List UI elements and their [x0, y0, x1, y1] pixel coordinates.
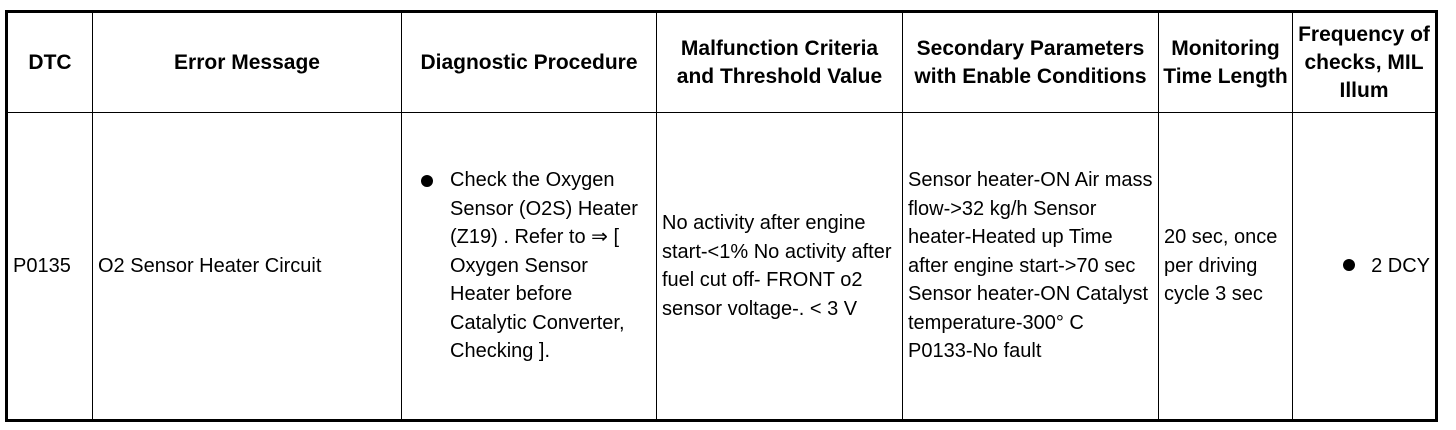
header-error-message: Error Message [92, 11, 402, 113]
header-frequency: Frequency of checks, MIL Illum [1292, 11, 1437, 113]
table-row: P0135 O2 Sensor Heater Circuit Check the… [6, 112, 1437, 421]
header-dtc: DTC [6, 11, 93, 113]
cell-secondary-parameters: Sensor heater-ON Air mass flow->32 kg/h … [902, 112, 1159, 421]
cell-malfunction-criteria: No activity after engine start-<1% No ac… [656, 112, 903, 421]
procedure-list: Check the Oxygen Sensor (O2S) Heater (Z1… [407, 166, 651, 366]
header-diagnostic-procedure: Diagnostic Procedure [401, 11, 657, 113]
cell-dtc: P0135 [6, 112, 93, 421]
procedure-item: Check the Oxygen Sensor (O2S) Heater (Z1… [407, 166, 651, 366]
cell-error-message: O2 Sensor Heater Circuit [92, 112, 402, 421]
cell-frequency: 2 DCY [1292, 112, 1437, 421]
header-row: DTC Error Message Diagnostic Procedure M… [6, 11, 1437, 113]
header-malfunction-criteria: Malfunction Criteria and Threshold Value [656, 11, 903, 113]
cell-monitoring-time: 20 sec, once per driving cycle 3 sec [1158, 112, 1293, 421]
frequency-value: 2 DCY [1371, 254, 1430, 277]
cell-diagnostic-procedure: Check the Oxygen Sensor (O2S) Heater (Z1… [401, 112, 657, 421]
header-secondary-parameters: Secondary Parameters with Enable Conditi… [902, 11, 1159, 113]
bullet-icon [1343, 258, 1356, 271]
dtc-table: DTC Error Message Diagnostic Procedure M… [5, 10, 1438, 422]
header-monitoring-time: Monitoring Time Length [1158, 11, 1293, 113]
